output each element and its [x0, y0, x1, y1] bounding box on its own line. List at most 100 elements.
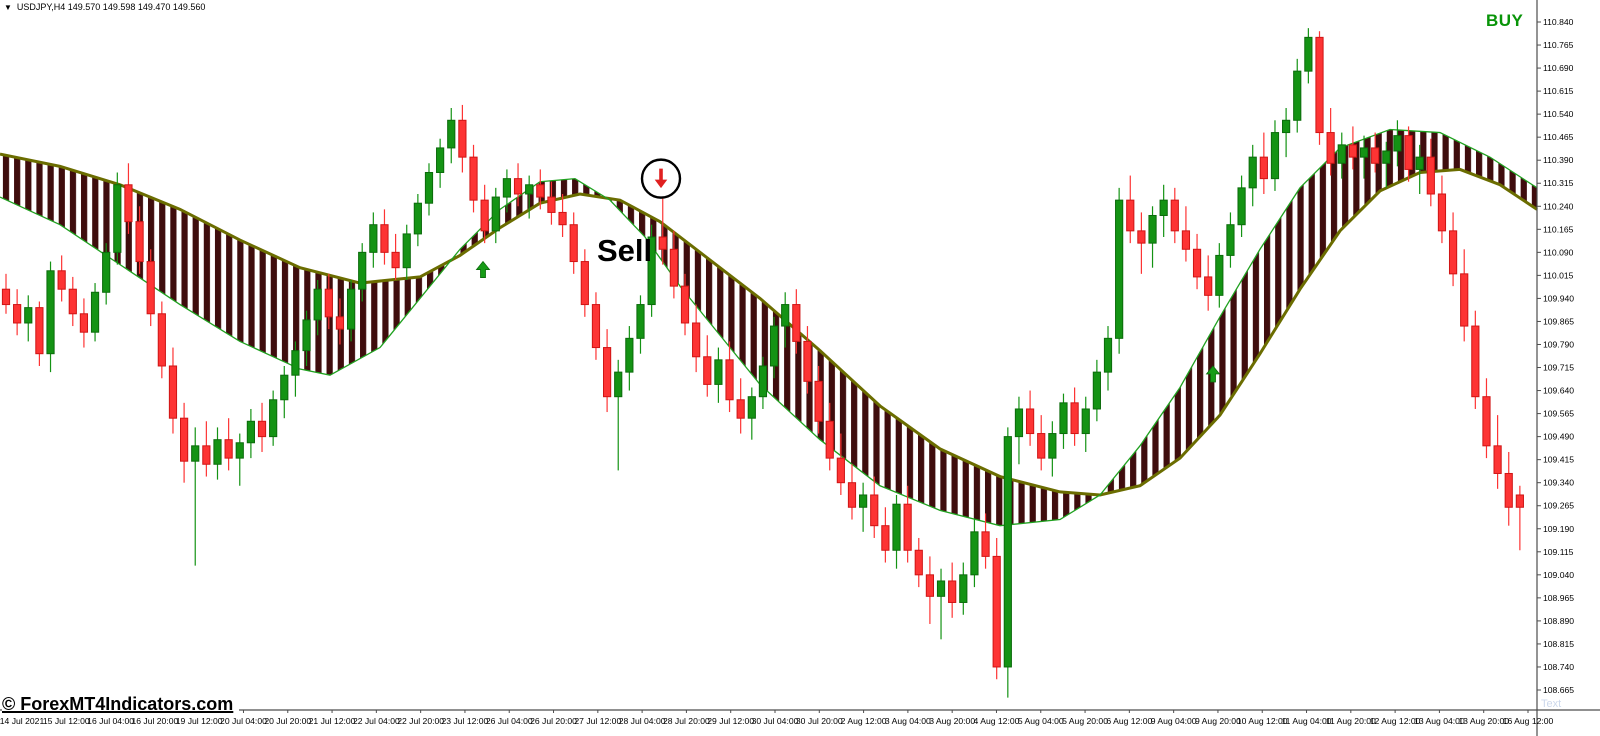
time-axis-label: 13 Aug 04:00	[1414, 716, 1465, 726]
candle-bear	[124, 163, 133, 234]
candle-bear	[157, 301, 166, 379]
candle-bear	[458, 104, 467, 173]
candle-bull	[46, 261, 55, 373]
candle-bull	[1359, 135, 1369, 179]
time-axis-label: 16 Jul 20:00	[131, 716, 178, 726]
candle-bull	[1270, 120, 1280, 191]
candle-bear	[1493, 415, 1502, 489]
candle-bear	[680, 273, 690, 336]
price-axis-label: 109.340	[1543, 478, 1574, 488]
candle-bear	[13, 289, 22, 336]
candle-bear	[658, 187, 667, 265]
candle-bear	[580, 249, 589, 317]
candle-bear	[1515, 485, 1524, 551]
candle-bear	[391, 233, 400, 280]
time-axis-label: 3 Aug 20:00	[929, 716, 975, 726]
candle-bear	[202, 421, 211, 477]
price-axis-label: 109.940	[1543, 293, 1574, 303]
candle-bear	[1126, 175, 1135, 244]
candle-bull	[90, 283, 100, 342]
candle-bull	[625, 326, 634, 391]
candle-bull	[413, 193, 422, 247]
candle-bear	[602, 329, 612, 413]
time-axis-label: 29 Jul 12:00	[707, 716, 754, 726]
candle-bear	[558, 193, 567, 237]
candle-bear	[847, 464, 857, 520]
time-axis-label: 30 Jul 04:00	[752, 716, 799, 726]
candle-bull	[235, 433, 244, 486]
band-hatch-fill	[0, 129, 1537, 526]
price-axis-label: 110.240	[1543, 201, 1574, 211]
candle-bear	[591, 292, 601, 360]
candle-bear	[992, 537, 1001, 680]
price-axis-label: 109.040	[1543, 570, 1574, 580]
candle-bear	[925, 556, 935, 624]
price-axis-label: 109.715	[1543, 363, 1574, 373]
candle-bear	[1460, 249, 1469, 342]
time-axis-label: 6 Aug 12:00	[1106, 716, 1152, 726]
candle-bull	[781, 292, 790, 348]
time-axis-label: 5 Aug 20:00	[1062, 716, 1108, 726]
candle-bear	[1404, 126, 1413, 182]
candle-bull	[1237, 175, 1246, 237]
candle-bull	[291, 341, 300, 397]
time-axis-label: 9 Aug 20:00	[1195, 716, 1241, 726]
buy-arrow-icon	[475, 260, 491, 278]
symbol-ohlc-text: USDJPY,H4 149.570 149.598 149.470 149.56…	[16, 2, 206, 12]
candle-bull	[269, 390, 278, 446]
candle-bear	[68, 276, 77, 327]
candle-bull	[1115, 187, 1124, 354]
candle-bear	[1371, 132, 1380, 173]
price-axis-label: 109.565	[1543, 409, 1574, 419]
candle-bull	[936, 568, 946, 640]
candle-bull	[1048, 421, 1057, 477]
candle-bull	[1092, 359, 1101, 422]
candle-bear	[168, 347, 178, 434]
candle-bear	[1448, 212, 1458, 287]
chevron-down-icon[interactable]: ▼	[4, 2, 12, 12]
candle-bear	[1025, 390, 1035, 446]
price-axis-label: 108.815	[1543, 639, 1574, 649]
candle-bull	[1304, 28, 1313, 84]
candle-bear	[836, 433, 845, 495]
time-axis-label: 14 Jul 2021	[0, 716, 44, 726]
price-axis-labels[interactable]: 110.840 110.765 110.690 110.615 110.540 110.4…	[1537, 17, 1574, 695]
candle-bull	[102, 243, 111, 305]
candle-bear	[79, 298, 89, 348]
time-axis-label: 16 Aug 12:00	[1503, 716, 1554, 726]
candle-bull	[246, 408, 255, 459]
candle-bull	[191, 427, 200, 566]
candle-bear	[1504, 451, 1513, 526]
time-axis-label: 21 Jul 12:00	[309, 716, 356, 726]
price-axis-label: 110.765	[1543, 40, 1574, 50]
candle-bear	[914, 537, 923, 588]
candle-bear	[1070, 387, 1079, 446]
candle-bull	[647, 224, 656, 317]
sell-signal-label: Sell	[597, 233, 653, 268]
candle-bear	[146, 249, 155, 327]
candle-bull	[1282, 107, 1291, 158]
buy-arrow-icon	[1205, 365, 1221, 383]
time-axis-label: 11 Aug 04:00	[1282, 716, 1332, 726]
candle-bear	[870, 476, 879, 538]
time-axis-label: 12 Aug 12:00	[1370, 716, 1421, 726]
candle-bear	[380, 209, 389, 265]
candle-bull	[1148, 206, 1157, 268]
price-axis-label: 110.390	[1543, 155, 1574, 165]
candle-bear	[135, 206, 144, 274]
faint-watermark: Text	[1541, 698, 1562, 710]
candle-bull	[970, 519, 979, 588]
time-axis-label: 20 Jul 04:00	[220, 716, 267, 726]
time-axis-label: 27 Jul 12:00	[574, 716, 621, 726]
time-axis-label: 4 Aug 12:00	[974, 716, 1020, 726]
candle-bull	[1103, 326, 1113, 391]
candle-bear	[825, 402, 834, 471]
candle-bear	[180, 402, 189, 483]
price-axis-label: 110.165	[1543, 224, 1574, 234]
candle-bull	[447, 107, 456, 164]
candle-bear	[1170, 187, 1179, 244]
price-axis-label: 108.740	[1543, 662, 1574, 672]
symbol-info-bar: ▼ USDJPY,H4 149.570 149.598 149.470 149.…	[4, 2, 205, 12]
